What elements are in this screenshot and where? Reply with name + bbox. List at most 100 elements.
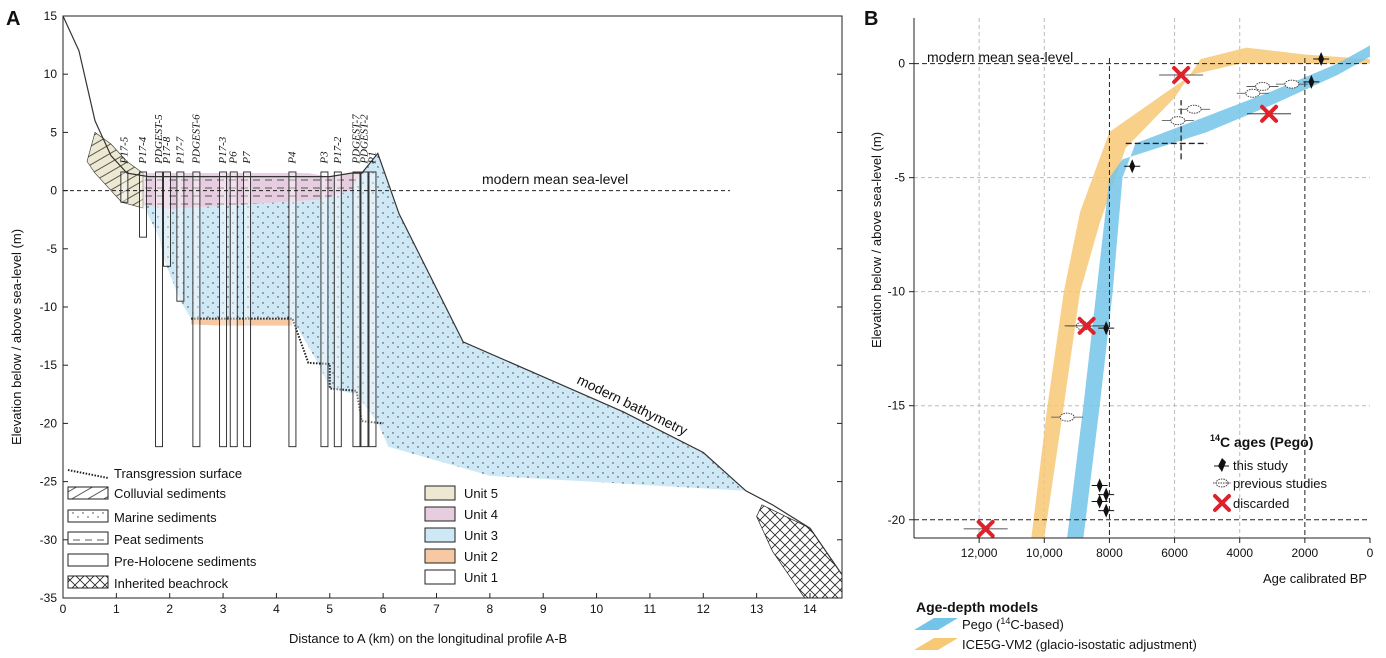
panel-a-surface bbox=[62, 15, 843, 576]
core-label-P1: P1 bbox=[366, 151, 378, 164]
a-ytick-label: -5 bbox=[46, 242, 57, 256]
panel-b-label: B bbox=[864, 8, 878, 30]
a-ytick-label: 10 bbox=[44, 67, 58, 81]
this-study-point bbox=[1129, 159, 1136, 174]
c14-legend-title: 14C ages (Pego) bbox=[1210, 433, 1313, 450]
core-label-P17-5: P17-5 bbox=[118, 136, 130, 164]
legend-item-unit5: Unit 5 bbox=[464, 486, 498, 501]
panel-b-xlabel: Age calibrated BP bbox=[1263, 571, 1367, 586]
discarded-point bbox=[1172, 66, 1191, 85]
b-ytick-label: -5 bbox=[894, 171, 905, 185]
panel-a-label: A bbox=[6, 8, 20, 30]
legend-item-beachrock: Inherited beachrock bbox=[114, 576, 229, 591]
this-study-point bbox=[1096, 478, 1103, 493]
panel-a-axes: 0 1 2 3 4 5 6 7 8 9 10 11 12 13 14151050-5-10-15-20-25… bbox=[40, 9, 842, 616]
a-xtick-label: 0 bbox=[60, 602, 67, 616]
legend-item-colluvial: Colluvial sediments bbox=[114, 486, 226, 501]
panel-b-grid bbox=[914, 18, 1370, 538]
panel-a-legend-lithology: Transgression surface Colluvial sediment… bbox=[67, 466, 257, 591]
previous-studies-icon bbox=[1213, 478, 1231, 488]
legend-swatch-unit2 bbox=[424, 548, 456, 564]
core-label-PDGEST-2: PDGEST-2 bbox=[358, 114, 370, 165]
core-label-PDGEST-6: PDGEST-6 bbox=[190, 114, 202, 165]
legend-item-marine: Marine sediments bbox=[114, 510, 217, 525]
core-P17-3 bbox=[219, 171, 228, 448]
c14-legend-discarded: discarded bbox=[1233, 496, 1289, 511]
core-label-P17-7: P17-7 bbox=[174, 136, 186, 164]
a-ytick-label: 15 bbox=[44, 9, 58, 23]
legend-item-pre-holocene: Pre-Holocene sediments bbox=[114, 554, 257, 569]
panel-b-ylabel: Elevation below / above sea-level (m) bbox=[869, 132, 884, 348]
core-PDGEST-5 bbox=[155, 171, 163, 448]
panel-a-ylabel: Elevation below / above sea-level (m) bbox=[9, 229, 24, 445]
unit-area-unit2 bbox=[191, 318, 293, 326]
b-xtick-label: 2000 bbox=[1292, 546, 1319, 560]
a-xtick-label: 4 bbox=[273, 602, 280, 616]
b-xtick-label: 8000 bbox=[1096, 546, 1123, 560]
legend-swatch-unit1 bbox=[424, 569, 456, 585]
ice5g-band-swatch bbox=[914, 638, 958, 650]
discarded-point bbox=[976, 519, 995, 538]
a-xtick-label: 10 bbox=[590, 602, 604, 616]
core-P7 bbox=[243, 171, 252, 448]
discarded-point bbox=[1260, 104, 1279, 123]
b-xtick-label: 12,000 bbox=[961, 546, 998, 560]
panel-a-sea-level-label: modern mean sea-level bbox=[482, 171, 628, 187]
legend-swatch-marine bbox=[67, 509, 109, 523]
panel-b-axes: 12,000 10,000 8000 6000 4000 2000 0 0 -5 -10 -15 -2… bbox=[888, 18, 1374, 560]
previous-study-point bbox=[1186, 104, 1202, 114]
c14-legend-previous-studies: previous studies bbox=[1233, 476, 1327, 491]
legend-swatch-unit5 bbox=[424, 485, 456, 501]
core-P1 bbox=[368, 171, 377, 448]
core-PDGEST-6 bbox=[192, 171, 201, 448]
core-P17-7 bbox=[176, 171, 185, 302]
core-PDGEST-7 bbox=[352, 171, 361, 448]
b-ytick-label: -15 bbox=[888, 399, 906, 413]
core-PDGEST-2 bbox=[360, 171, 369, 448]
a-xtick-label: 2 bbox=[166, 602, 173, 616]
a-xtick-label: 1 bbox=[113, 602, 120, 616]
ground-surface bbox=[62, 15, 843, 576]
b-xtick-label: 0 bbox=[1367, 546, 1374, 560]
model-ice5g-label: ICE5G-VM2 (glacio-isostatic adjustment) bbox=[962, 637, 1197, 652]
core-P6 bbox=[229, 171, 238, 448]
b-ytick-label: -20 bbox=[888, 513, 906, 527]
previous-study-point bbox=[1059, 412, 1075, 422]
previous-study-point bbox=[1245, 88, 1261, 98]
c14-legend-this-study: this study bbox=[1233, 458, 1288, 473]
core-label-P17-8: P17-8 bbox=[161, 136, 173, 164]
core-P17-5 bbox=[120, 171, 129, 203]
a-xtick-label: 6 bbox=[380, 602, 387, 616]
a-ytick-label: 0 bbox=[50, 184, 57, 198]
pego-band-swatch bbox=[914, 618, 958, 630]
panel-b-sea-level-label: modern mean sea-level bbox=[927, 49, 1073, 65]
this-study-point bbox=[1103, 503, 1110, 518]
core-P4 bbox=[288, 171, 297, 448]
b-ytick-label: -10 bbox=[888, 285, 906, 299]
a-xtick-label: 14 bbox=[803, 602, 817, 616]
core-label-P6: P6 bbox=[228, 151, 240, 165]
model-pego-label: Pego (14C-based) bbox=[962, 616, 1064, 632]
a-ytick-label: -25 bbox=[40, 475, 58, 489]
beachrock-area bbox=[756, 504, 843, 599]
a-xtick-label: 3 bbox=[220, 602, 227, 616]
b-xtick-label: 6000 bbox=[1161, 546, 1188, 560]
panel-a-legend-units: Unit 5 Unit 4 Unit 3 Unit 2 Unit 1 bbox=[424, 485, 498, 585]
a-ytick-label: -35 bbox=[40, 591, 58, 605]
legend-swatch-unit4 bbox=[424, 506, 456, 522]
models-legend-title: Age-depth models bbox=[916, 599, 1038, 615]
legend-item-unit2: Unit 2 bbox=[464, 549, 498, 564]
core-P17-8 bbox=[163, 171, 171, 267]
core-P17-2 bbox=[333, 171, 342, 448]
panel-b-c14-legend: 14C ages (Pego) this study previous stud… bbox=[1210, 433, 1327, 512]
legend-swatch-colluvial bbox=[67, 486, 109, 500]
legend-swatch-transgression bbox=[67, 469, 109, 479]
panel-b-bands bbox=[1031, 45, 1370, 539]
b-ytick-label: 0 bbox=[898, 57, 905, 71]
legend-swatch-beachrock bbox=[67, 575, 109, 589]
a-ytick-label: -15 bbox=[40, 358, 58, 372]
a-ytick-label: -30 bbox=[40, 533, 58, 547]
previous-study-point bbox=[1255, 81, 1271, 91]
